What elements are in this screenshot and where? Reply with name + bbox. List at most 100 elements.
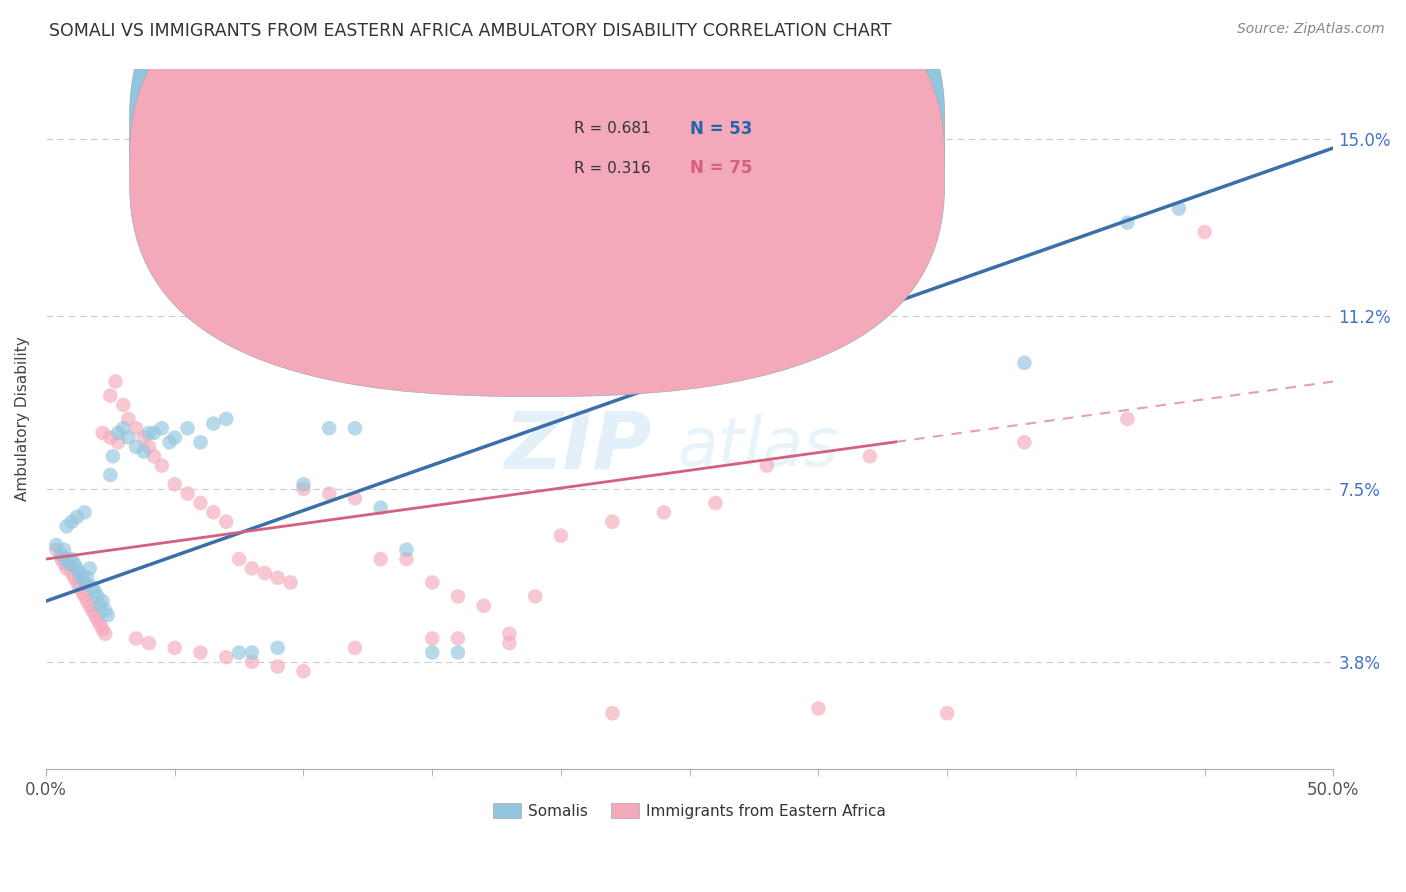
Point [1194, 225, 1216, 239]
Point [1167, 202, 1189, 216]
Point [91, 594, 114, 608]
Point [215, 412, 238, 426]
Point [98, 467, 121, 482]
Point [190, 646, 212, 660]
Point [125, 632, 148, 646]
Point [73, 590, 96, 604]
Point [163, 477, 186, 491]
Point [76, 594, 98, 608]
Point [76, 571, 98, 585]
Point [550, 365, 572, 379]
Point [524, 590, 547, 604]
Point [89, 617, 111, 632]
Point [66, 561, 89, 575]
Point [420, 575, 443, 590]
Text: Source: ZipAtlas.com: Source: ZipAtlas.com [1237, 22, 1385, 37]
Point [240, 646, 263, 660]
Point [755, 458, 778, 473]
Point [267, 640, 290, 655]
Point [267, 571, 290, 585]
Point [343, 421, 366, 435]
Point [73, 505, 96, 519]
Point [652, 505, 675, 519]
Point [79, 599, 101, 613]
Point [292, 477, 315, 491]
Point [602, 706, 624, 721]
Point [202, 417, 225, 431]
Point [267, 659, 290, 673]
Point [292, 664, 315, 678]
FancyBboxPatch shape [129, 0, 945, 396]
Point [83, 584, 105, 599]
Point [1014, 356, 1036, 370]
Point [45, 538, 67, 552]
Text: N = 53: N = 53 [690, 120, 752, 137]
Point [143, 425, 166, 440]
Point [112, 421, 135, 435]
Point [51, 548, 73, 562]
Point [138, 440, 160, 454]
Point [55, 552, 77, 566]
Point [60, 515, 83, 529]
Point [447, 646, 470, 660]
Point [240, 655, 263, 669]
Point [215, 650, 238, 665]
Point [107, 425, 129, 440]
Point [82, 603, 104, 617]
Point [132, 431, 155, 445]
Text: R = 0.316: R = 0.316 [574, 161, 651, 176]
Text: ZIP: ZIP [503, 408, 651, 486]
Point [550, 529, 572, 543]
Point [89, 599, 111, 613]
Point [86, 613, 108, 627]
Point [112, 398, 135, 412]
Point [125, 440, 148, 454]
Point [138, 425, 160, 440]
Text: R = 0.681: R = 0.681 [574, 121, 651, 136]
Point [51, 552, 73, 566]
Point [498, 636, 520, 650]
Point [472, 599, 495, 613]
Point [318, 421, 340, 435]
Point [343, 491, 366, 506]
Point [370, 552, 392, 566]
Point [228, 552, 250, 566]
Point [69, 580, 91, 594]
Point [98, 388, 121, 402]
Point [447, 590, 470, 604]
Point [190, 435, 212, 450]
Point [117, 431, 139, 445]
Legend: Somalis, Immigrants from Eastern Africa: Somalis, Immigrants from Eastern Africa [486, 797, 893, 825]
Point [104, 375, 127, 389]
Text: atlas: atlas [676, 414, 838, 480]
Point [94, 603, 117, 617]
Text: SOMALI VS IMMIGRANTS FROM EASTERN AFRICA AMBULATORY DISABILITY CORRELATION CHART: SOMALI VS IMMIGRANTS FROM EASTERN AFRICA… [49, 22, 891, 40]
Y-axis label: Ambulatory Disability: Ambulatory Disability [15, 336, 30, 501]
Point [215, 515, 238, 529]
Point [176, 421, 198, 435]
Point [159, 435, 181, 450]
Point [73, 575, 96, 590]
Point [94, 627, 117, 641]
Point [343, 640, 366, 655]
Point [98, 431, 121, 445]
Point [66, 575, 89, 590]
Point [498, 627, 520, 641]
Point [190, 496, 212, 510]
Point [370, 500, 392, 515]
Text: N = 75: N = 75 [690, 159, 752, 177]
Point [66, 510, 89, 524]
Point [447, 632, 470, 646]
Point [176, 486, 198, 500]
Point [53, 557, 76, 571]
Point [55, 561, 77, 575]
Point [807, 701, 830, 715]
Point [91, 425, 114, 440]
Point [163, 640, 186, 655]
Point [83, 608, 105, 623]
Point [704, 496, 727, 510]
Point [395, 552, 418, 566]
Point [63, 557, 86, 571]
Point [859, 450, 882, 464]
Point [91, 622, 114, 636]
